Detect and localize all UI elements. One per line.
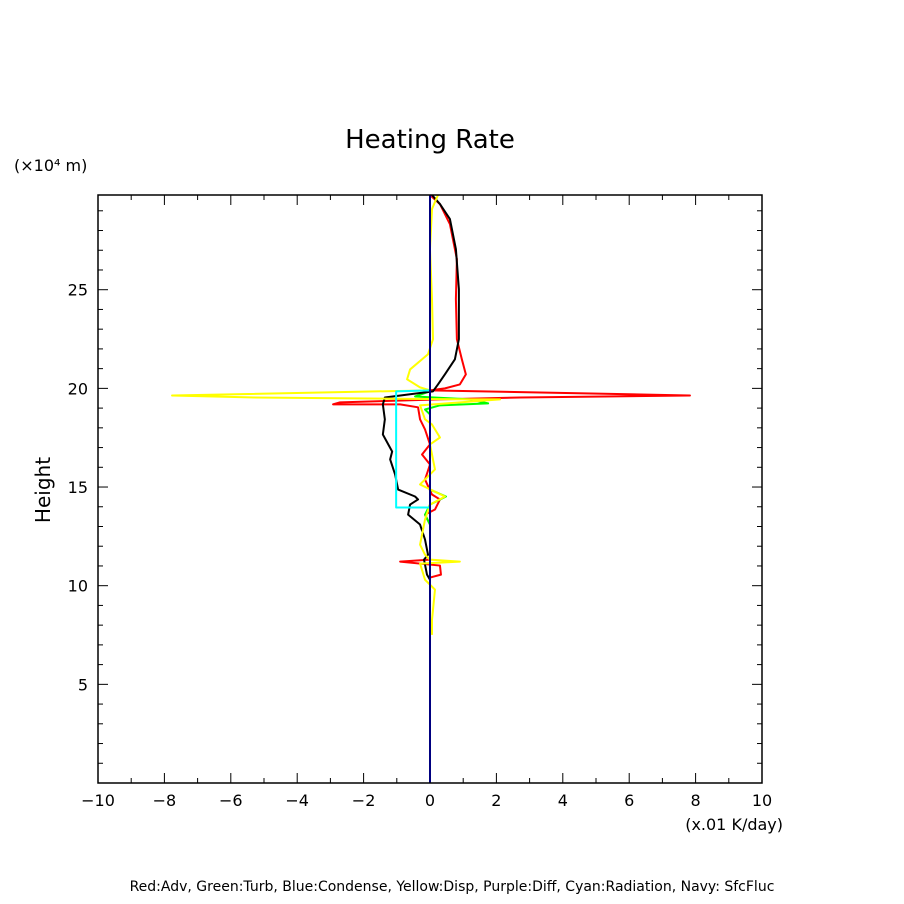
y-unit-label: (×10⁴ m) bbox=[14, 156, 87, 175]
x-tick-label: 2 bbox=[491, 791, 501, 810]
y-tick-label: 25 bbox=[68, 281, 88, 300]
series-line-radiation bbox=[395, 389, 431, 509]
y-tick-label: 15 bbox=[68, 478, 88, 497]
x-tick-label: −8 bbox=[153, 791, 177, 810]
y-tick-label: 20 bbox=[68, 379, 88, 398]
series-line-adv bbox=[332, 194, 691, 579]
x-tick-label: 6 bbox=[624, 791, 634, 810]
legend-text: Red:Adv, Green:Turb, Blue:Condense, Yell… bbox=[130, 879, 775, 895]
x-tick-label: 4 bbox=[558, 791, 568, 810]
y-axis-label: Height bbox=[31, 457, 55, 523]
x-tick-label: −6 bbox=[219, 791, 243, 810]
y-tick-label: 10 bbox=[68, 577, 88, 596]
plot-frame bbox=[97, 194, 763, 784]
x-unit-label: (x.01 K/day) bbox=[685, 815, 783, 834]
x-tick-label: −4 bbox=[285, 791, 309, 810]
x-tick-label: −10 bbox=[81, 791, 115, 810]
x-tick-label: 8 bbox=[691, 791, 701, 810]
x-tick-label: 10 bbox=[752, 791, 772, 810]
series-line-disp bbox=[171, 194, 502, 635]
series-line-condense bbox=[381, 194, 460, 581]
y-tick-label: 5 bbox=[78, 675, 88, 694]
x-tick-label: −2 bbox=[352, 791, 376, 810]
chart-title: Heating Rate bbox=[345, 125, 515, 155]
x-tick-label: 0 bbox=[425, 791, 435, 810]
